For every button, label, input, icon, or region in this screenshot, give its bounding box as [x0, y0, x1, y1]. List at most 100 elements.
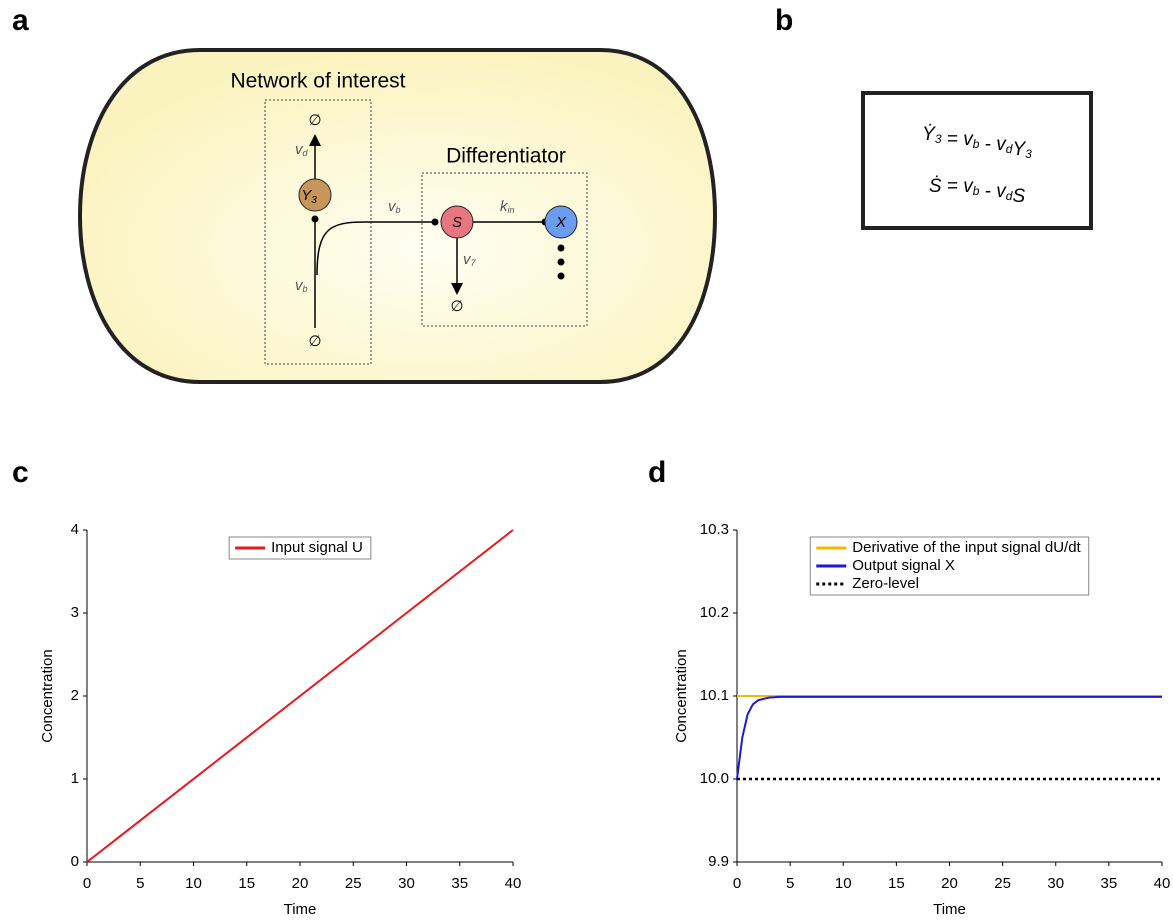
- x-axis-label: Time: [284, 901, 317, 918]
- eq-token: Y: [1012, 139, 1026, 160]
- y-tick-label: 0: [71, 853, 79, 870]
- node-label: S: [452, 214, 462, 231]
- line: [86, 529, 514, 863]
- eq-token: v: [963, 176, 974, 197]
- x-tick-label: 20: [292, 875, 309, 892]
- edge-label: v7: [463, 251, 477, 268]
- sink: ∅: [308, 333, 321, 350]
- eq-sub: d: [1006, 189, 1013, 203]
- edge-sub: in: [508, 205, 515, 215]
- x-tick-label: 5: [136, 875, 144, 892]
- x-tick-label: 35: [451, 875, 468, 892]
- edge-label: vd: [295, 141, 309, 158]
- eq-token: =: [942, 176, 964, 197]
- y-axis-label: Concentration: [673, 649, 690, 742]
- node-sub: 3: [311, 195, 317, 206]
- edge-label: vb: [388, 198, 401, 215]
- x-tick-label: 40: [1154, 875, 1171, 892]
- x-tick-label: 25: [345, 875, 362, 892]
- edge-sub: b: [396, 205, 401, 215]
- y-tick-label: 10.1: [700, 687, 729, 704]
- differentiator-title: Differentiator: [446, 145, 566, 168]
- eq-sub: d: [1006, 142, 1013, 156]
- eq-sub: b: [973, 137, 980, 151]
- x-tick-label: 35: [1101, 875, 1118, 892]
- x-tick-label: 10: [835, 875, 852, 892]
- dot: [557, 244, 565, 252]
- legend: Derivative of the input signal dU/dtOutp…: [809, 536, 1090, 596]
- node: [298, 178, 332, 212]
- dot: [557, 272, 565, 280]
- eq-token: -: [979, 134, 996, 155]
- sink: ∅: [308, 112, 321, 129]
- y-tick-label: 3: [71, 604, 79, 621]
- x-tick-label: 20: [941, 875, 958, 892]
- y-axis-label: Concentration: [39, 649, 56, 742]
- y-tick-label: 10.2: [700, 604, 729, 621]
- y-tick-label: 10.3: [700, 521, 729, 538]
- eq-token: Ṡ: [929, 176, 942, 197]
- legend-label: Zero-level: [852, 575, 919, 592]
- x-tick-label: 0: [733, 875, 741, 892]
- edge-label: k: [500, 198, 509, 215]
- y-tick-label: 9.9: [708, 853, 729, 870]
- x-tick-label: 30: [1047, 875, 1064, 892]
- node-label: Y3: [301, 187, 317, 206]
- line: [736, 695, 1162, 780]
- legend: Input signal U: [228, 536, 372, 560]
- y-tick-label: 1: [71, 770, 79, 787]
- differentiator-box: [421, 172, 588, 327]
- equation: Ṡ = vb - vdS: [929, 176, 1026, 207]
- node: [544, 205, 578, 239]
- x-axis-label: Time: [933, 901, 966, 918]
- x-tick-label: 0: [83, 875, 91, 892]
- equation-box: [861, 91, 1093, 230]
- edge-label: v: [388, 198, 397, 215]
- cell: [77, 48, 718, 384]
- legend-label: Output signal X: [852, 557, 955, 574]
- arrow: [316, 221, 434, 276]
- edge-label: vb: [295, 277, 308, 294]
- sink: ∅: [450, 298, 463, 315]
- y-tick-label: 4: [71, 521, 79, 538]
- edge-label: kin: [500, 198, 515, 215]
- legend-label: Input signal U: [271, 539, 363, 556]
- edge-sub: b: [303, 284, 308, 294]
- node: [440, 205, 474, 239]
- panel-label: d: [648, 456, 666, 489]
- x-tick-label: 30: [398, 875, 415, 892]
- legend-box: [228, 536, 372, 560]
- x-tick-label: 10: [185, 875, 202, 892]
- eq-token: S: [1012, 186, 1025, 207]
- eq-token: =: [942, 129, 964, 150]
- x-tick-label: 15: [888, 875, 905, 892]
- edge-label: v: [295, 277, 304, 294]
- eq-token: v: [996, 134, 1007, 155]
- x-tick-label: 15: [238, 875, 255, 892]
- panel-label: b: [775, 4, 793, 37]
- edge-sub: 7: [471, 258, 477, 268]
- eq-token: Ẏ: [922, 124, 936, 145]
- legend-box: [809, 536, 1090, 596]
- eq-token: v: [996, 181, 1007, 202]
- eq-token: -: [979, 181, 996, 202]
- node-label: X: [555, 214, 567, 231]
- edge-sub: d: [303, 148, 309, 158]
- eq-token: v: [963, 129, 974, 150]
- eq-sub: b: [973, 184, 980, 198]
- x-tick-label: 40: [505, 875, 522, 892]
- edge-label: v: [463, 251, 472, 268]
- panel-label: c: [12, 456, 29, 489]
- x-tick-label: 25: [994, 875, 1011, 892]
- legend-label: Derivative of the input signal dU/dt: [852, 539, 1081, 556]
- dot: [311, 215, 319, 223]
- panel-label: a: [12, 4, 29, 37]
- network-box: [264, 99, 372, 365]
- edge-label: v: [295, 141, 304, 158]
- dot: [431, 218, 439, 226]
- network-title: Network of interest: [230, 70, 405, 93]
- dot: [557, 258, 565, 266]
